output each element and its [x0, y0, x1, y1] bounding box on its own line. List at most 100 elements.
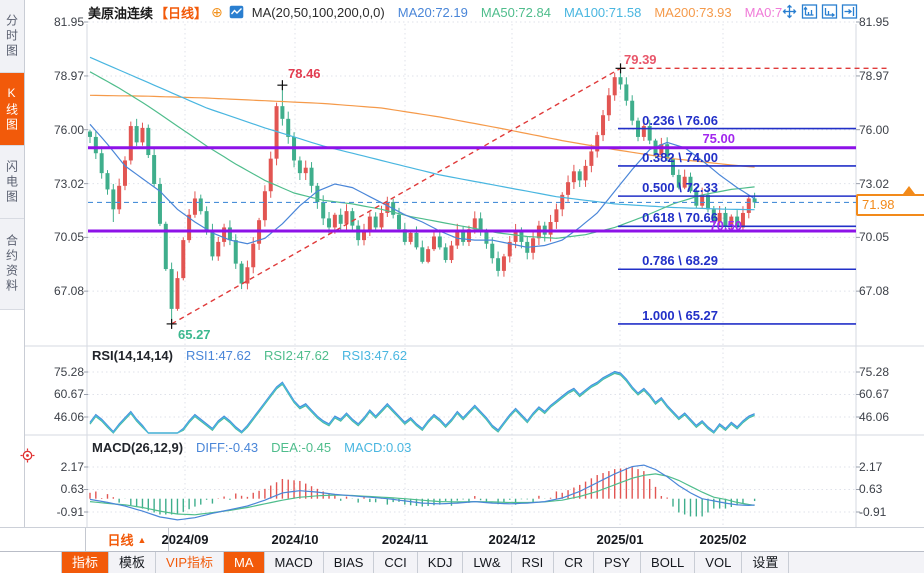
- vol-button[interactable]: VOL: [695, 552, 743, 573]
- crosshair-marker-icon[interactable]: [20, 448, 35, 468]
- tab-contract-info[interactable]: 合约资料: [0, 219, 24, 310]
- tab-kline-chart[interactable]: K线图: [0, 73, 24, 146]
- lwr-button[interactable]: LW&: [463, 552, 512, 573]
- rsi-axis-label: 46.06: [53, 409, 84, 424]
- macd-axis-label: 2.17: [60, 460, 84, 474]
- kdj-button[interactable]: KDJ: [417, 552, 464, 573]
- gridlines: [88, 21, 856, 527]
- period-up-arrow-icon: ▲: [137, 534, 147, 545]
- cci-button[interactable]: CCI: [374, 552, 418, 573]
- month-label: 2025/01: [596, 532, 644, 547]
- legend-item: RSI3:47.62: [342, 348, 408, 363]
- rsi-axis-label: 46.06: [859, 409, 890, 424]
- price-axis-label: 78.97: [53, 68, 84, 83]
- month-label: 2025/02: [699, 532, 747, 547]
- settings-button[interactable]: 设置: [742, 552, 790, 573]
- macd-axis-label: -0.91: [859, 504, 887, 519]
- macd-axis-label: -0.91: [56, 504, 84, 519]
- month-label: 2024/10: [271, 532, 319, 547]
- tab-time-chart[interactable]: 分时图: [0, 0, 24, 73]
- rsi-lines-layer: [89, 370, 755, 434]
- legend-item: MA50:72.84: [480, 4, 551, 20]
- tab-lightning-chart[interactable]: 闪电图: [0, 146, 24, 219]
- price-axis-label: 81.95: [859, 15, 890, 29]
- rsi-title-row: RSI(14,14,14) RSI1:47.62 RSI2:47.62 RSI3:47…: [92, 348, 407, 363]
- legend-item: DEA:-0.45: [271, 440, 332, 455]
- pan-icon[interactable]: [781, 4, 798, 19]
- annotation-level-705: 70.50: [709, 218, 742, 233]
- toolbar-spacer: [0, 552, 62, 573]
- month-label: 2024/11: [381, 532, 429, 547]
- price-axis-label: 78.97: [859, 68, 890, 83]
- price-axis-label: 76.00: [859, 122, 890, 137]
- indicator-button[interactable]: 指标: [62, 552, 110, 573]
- price-axis-label: 67.08: [859, 284, 890, 299]
- x-axis-scale-icon[interactable]: [821, 4, 838, 19]
- price-axis-label: 73.02: [859, 176, 890, 191]
- ma-lines-layer: [89, 56, 755, 248]
- ma-legend: MA20:72.19 MA50:72.84 MA100:71.58 MA200:73.…: [385, 5, 782, 20]
- price-axis-label: 70.05: [859, 230, 890, 245]
- fib-level-label: 0.618 \ 70.66: [642, 210, 718, 226]
- annotation-high-jan: 79.39: [624, 52, 657, 67]
- legend-item: MA0:7: [744, 4, 783, 20]
- chart-style-icon[interactable]: [229, 5, 244, 19]
- y-axis-scale-icon[interactable]: [801, 4, 818, 19]
- period-selector[interactable]: 日线 ▲: [85, 528, 169, 551]
- chart-header: 美原油连续 【日线】 ⊕ MA(20,50,100,200,0,0) MA20:…: [25, 0, 924, 24]
- rsi-axis-label: 60.67: [859, 387, 890, 402]
- rsi-button[interactable]: RSI: [511, 552, 555, 573]
- fib-level-label: 0.500 \ 72.33: [642, 180, 718, 196]
- cr-button[interactable]: CR: [554, 552, 595, 573]
- ma50-line: [89, 71, 755, 239]
- macd-title-row: MACD(26,12,9) DIFF:-0.43 DEA:-0.45 MACD:0.0…: [92, 440, 411, 455]
- fib-level-label: 0.786 \ 68.29: [642, 253, 718, 269]
- dea-line: [89, 473, 755, 516]
- fib-level-label: 1.000 \ 65.27: [642, 307, 718, 323]
- header-tools: [781, 4, 858, 19]
- exit-right-icon[interactable]: [841, 4, 858, 19]
- diff-line: [89, 464, 755, 521]
- rsi-axis-label: 75.28: [859, 365, 890, 379]
- sidebar: 分时图 K线图 闪电图 合约资料: [0, 0, 25, 573]
- month-label: 2024/09: [161, 532, 209, 547]
- template-button[interactable]: 模板: [109, 552, 157, 573]
- month-label: 2024/12: [488, 532, 536, 547]
- legend-item: MA200:73.93: [654, 4, 732, 20]
- price-up-arrow-icon: [903, 186, 915, 194]
- legend-item: MA100:71.58: [563, 4, 642, 20]
- price-axis-label: 67.08: [53, 284, 84, 299]
- macd-button[interactable]: MACD: [264, 552, 324, 573]
- price-axis-label: 70.05: [53, 230, 84, 245]
- annotation-high-oct: 78.46: [288, 66, 321, 81]
- macd-axis-label: 2.17: [859, 460, 883, 474]
- legend-item: RSI1:47.62: [185, 348, 251, 363]
- ma-button[interactable]: MA: [224, 552, 265, 573]
- legend-item: MA20:72.19: [397, 4, 468, 20]
- time-axis-row: 日线 ▲ 2024/09 2024/10 2024/11 2024/12 2025/01 2…: [0, 527, 924, 551]
- bias-button[interactable]: BIAS: [323, 552, 375, 573]
- annotation-low-sep: 65.27: [178, 327, 211, 342]
- period-tag: 【日线】: [155, 5, 208, 21]
- rsi-axis-label: 60.67: [53, 387, 84, 402]
- vip-indicator-button[interactable]: VIP指标: [156, 552, 224, 573]
- drawing-layer: [88, 63, 888, 329]
- ma20-line: [89, 123, 755, 248]
- psy-button[interactable]: PSY: [594, 552, 642, 573]
- fib-level-label: 0.236 \ 76.06: [642, 112, 718, 128]
- annotation-level-75: 75.00: [702, 131, 735, 146]
- macd-axis-label: 0.63: [60, 482, 84, 497]
- macd-axis-label: 0.63: [859, 482, 883, 497]
- rsi-params-label: RSI(14,14,14): [92, 348, 173, 363]
- ma-params-label: MA(20,50,100,200,0,0): [251, 4, 385, 20]
- legend-item: DIFF:-0.43: [196, 440, 259, 455]
- symbol-title: 美原油连续: [88, 5, 154, 21]
- panel-frame: [25, 24, 924, 527]
- boll-button[interactable]: BOLL: [641, 552, 696, 573]
- add-indicator-icon[interactable]: ⊕: [211, 3, 223, 20]
- indicator-toolbar: 指标 模板 VIP指标 MA MACD BIAS CCI KDJ LW& RSI CR PSY BOLL…: [0, 551, 924, 573]
- price-axis-label: 81.95: [53, 15, 84, 29]
- rsi-axis-label: 75.28: [53, 365, 84, 379]
